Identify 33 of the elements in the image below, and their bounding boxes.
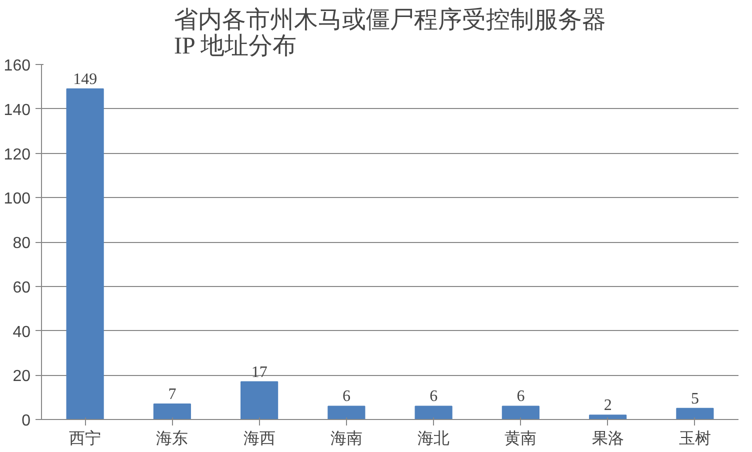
- bar: [66, 88, 104, 420]
- x-tick-label: 黄南: [504, 430, 537, 448]
- y-tick-label: 120: [4, 146, 31, 164]
- data-label: 2: [604, 397, 612, 414]
- data-label: 6: [342, 388, 350, 406]
- y-tick-label: 80: [12, 235, 31, 252]
- y-tick-label: 40: [12, 324, 31, 341]
- data-label: 7: [168, 386, 176, 403]
- bar: [414, 406, 452, 420]
- bar: [502, 406, 540, 420]
- y-tick-label: 160: [4, 58, 31, 74]
- bar: [240, 381, 278, 420]
- bar: [153, 403, 191, 420]
- x-tick-label: 海东: [156, 430, 188, 448]
- x-tick-label: 果洛: [592, 430, 624, 448]
- chart-title: 省内各市州木马或僵尸程序受控制服务器 IP 地址分布: [174, 6, 606, 60]
- x-tick-label: 西宁: [69, 430, 102, 448]
- data-label: 6: [430, 388, 438, 406]
- data-label: 6: [516, 388, 525, 406]
- y-tick-label: 100: [4, 190, 31, 208]
- x-tick-label: 海西: [243, 430, 276, 448]
- y-tick-label: 0: [22, 412, 31, 430]
- y-tick-label: 140: [4, 102, 31, 119]
- bar: [328, 406, 366, 420]
- x-tick-label: 海北: [418, 430, 450, 448]
- data-label: 5: [690, 390, 699, 408]
- data-label: 149: [73, 70, 98, 88]
- y-tick-label: 60: [12, 279, 31, 296]
- bar: [676, 408, 714, 420]
- x-tick-label: 玉树: [678, 430, 711, 448]
- y-tick-label: 20: [12, 368, 31, 386]
- bar: [589, 414, 627, 420]
- x-tick-label: 海南: [330, 430, 362, 448]
